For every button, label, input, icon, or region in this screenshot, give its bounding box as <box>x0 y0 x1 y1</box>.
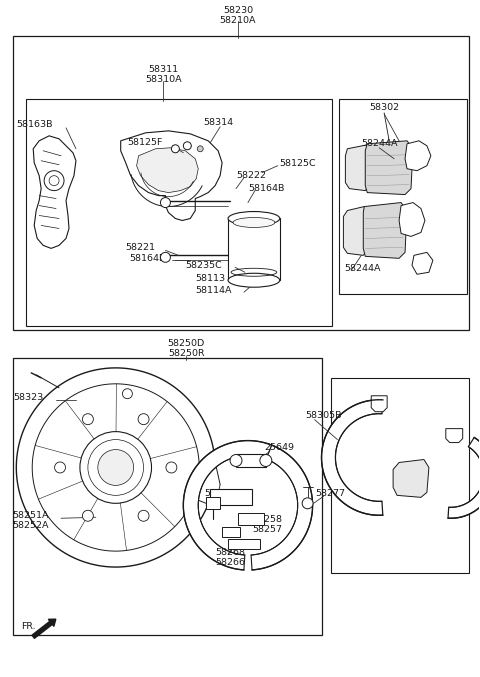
Polygon shape <box>137 148 198 192</box>
Bar <box>332 378 468 573</box>
Circle shape <box>138 510 149 521</box>
Circle shape <box>98 450 133 485</box>
Text: 58250D: 58250D <box>168 339 205 349</box>
Circle shape <box>122 389 132 399</box>
Bar <box>228 219 280 280</box>
Text: 58258: 58258 <box>252 515 282 524</box>
Bar <box>339 99 467 294</box>
Circle shape <box>197 146 203 152</box>
Bar <box>206 498 220 509</box>
Circle shape <box>171 145 180 153</box>
Bar <box>13 37 468 330</box>
Circle shape <box>160 253 170 262</box>
Circle shape <box>230 454 242 466</box>
Text: 58125C: 58125C <box>280 159 316 168</box>
Circle shape <box>55 462 65 473</box>
Polygon shape <box>412 253 433 274</box>
Text: FR.: FR. <box>21 622 36 632</box>
Bar <box>26 99 333 326</box>
Text: 58323: 58323 <box>13 393 43 402</box>
Text: 25649: 25649 <box>264 443 294 452</box>
Text: 58314: 58314 <box>203 118 233 127</box>
Text: 58252A: 58252A <box>12 521 49 529</box>
Circle shape <box>83 510 93 521</box>
Text: 58164B: 58164B <box>248 184 284 193</box>
Ellipse shape <box>233 217 275 227</box>
Text: 58244A: 58244A <box>344 264 381 273</box>
Polygon shape <box>33 136 76 248</box>
Polygon shape <box>346 145 371 191</box>
Text: 58163B: 58163B <box>17 121 53 129</box>
Polygon shape <box>183 441 272 570</box>
Text: 58257: 58257 <box>252 525 282 533</box>
Polygon shape <box>120 131 222 221</box>
Polygon shape <box>446 429 463 443</box>
Polygon shape <box>371 396 387 412</box>
Text: 58244A: 58244A <box>361 139 397 148</box>
FancyArrow shape <box>32 619 56 638</box>
Text: 58235C: 58235C <box>185 261 222 270</box>
Text: 58250R: 58250R <box>168 349 204 358</box>
Bar <box>222 527 240 537</box>
Text: 58302: 58302 <box>369 104 399 112</box>
Text: 58210A: 58210A <box>220 16 256 25</box>
Ellipse shape <box>228 274 280 287</box>
Polygon shape <box>448 437 480 519</box>
Polygon shape <box>322 399 383 515</box>
Text: 58310A: 58310A <box>145 74 182 83</box>
Text: 58113: 58113 <box>195 274 225 283</box>
Polygon shape <box>363 202 407 259</box>
Bar <box>236 454 266 468</box>
Circle shape <box>160 198 170 208</box>
Text: 58114A: 58114A <box>195 286 232 294</box>
Text: 58322B: 58322B <box>204 499 240 508</box>
Bar <box>13 358 322 635</box>
Text: 58268: 58268 <box>215 548 245 556</box>
Circle shape <box>138 414 149 424</box>
Bar <box>210 489 252 505</box>
Circle shape <box>80 432 152 503</box>
Bar <box>238 513 264 525</box>
Circle shape <box>88 439 144 496</box>
Polygon shape <box>365 141 413 194</box>
Circle shape <box>302 498 313 509</box>
Text: 58221: 58221 <box>125 243 156 252</box>
Text: 58312A: 58312A <box>204 489 241 498</box>
Text: 58266: 58266 <box>215 558 245 567</box>
Bar <box>228 539 260 549</box>
Polygon shape <box>393 460 429 498</box>
Circle shape <box>166 462 177 473</box>
Circle shape <box>183 141 192 150</box>
Text: 58251A: 58251A <box>12 510 49 520</box>
Circle shape <box>260 454 272 466</box>
Text: 58305B: 58305B <box>306 411 342 420</box>
Polygon shape <box>405 141 431 171</box>
Text: 58164B: 58164B <box>129 254 166 263</box>
Text: 58277: 58277 <box>315 489 346 498</box>
Text: 58222: 58222 <box>236 171 266 180</box>
Circle shape <box>44 171 64 191</box>
Polygon shape <box>343 206 369 255</box>
Circle shape <box>49 175 59 185</box>
Polygon shape <box>251 445 312 570</box>
Text: 58125F: 58125F <box>127 138 162 148</box>
Text: 58311: 58311 <box>148 64 179 74</box>
Polygon shape <box>399 202 425 236</box>
Text: 58230: 58230 <box>223 6 253 15</box>
Ellipse shape <box>228 211 280 225</box>
Circle shape <box>83 414 93 424</box>
